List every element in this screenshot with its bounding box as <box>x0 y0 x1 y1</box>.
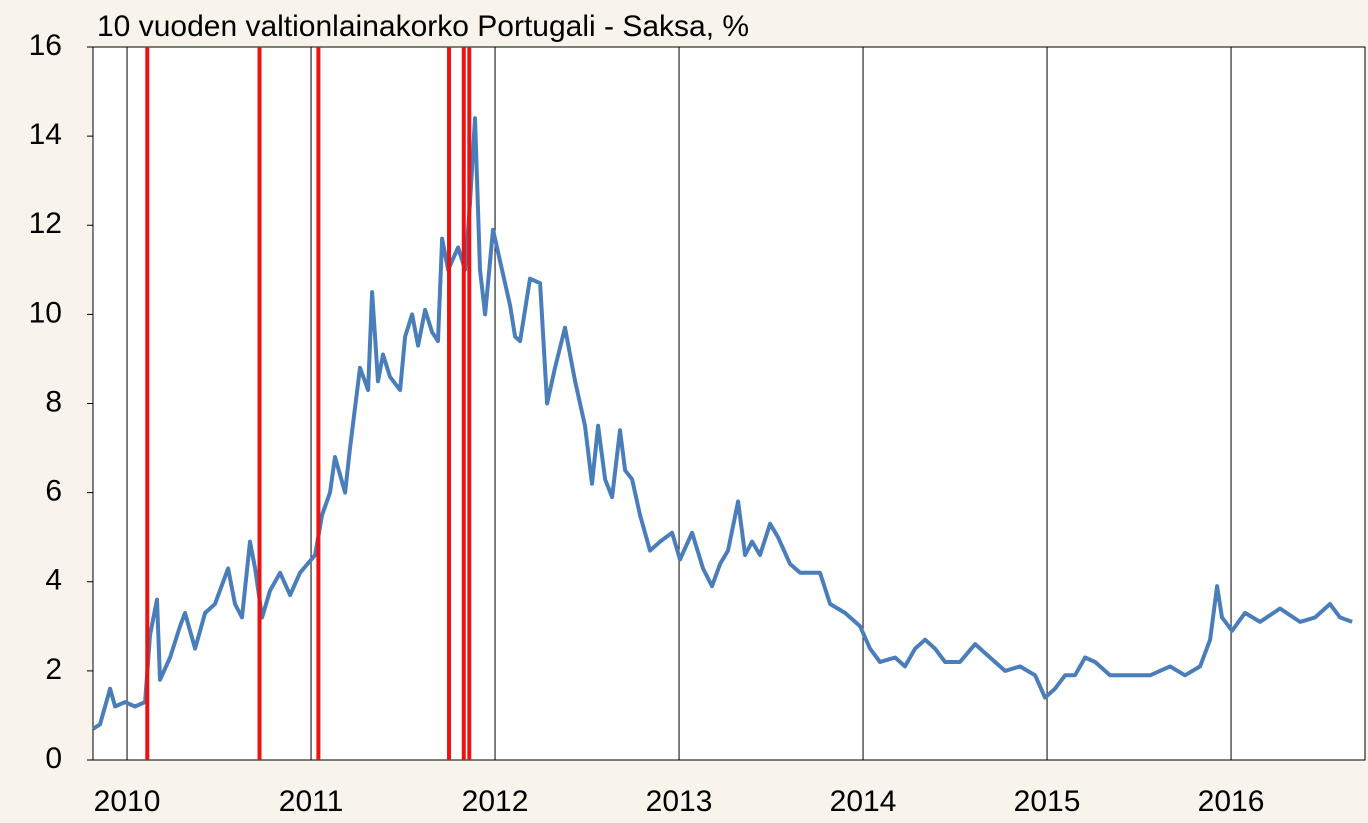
y-tick-label: 6 <box>45 475 62 508</box>
x-tick-label: 2016 <box>1198 785 1265 818</box>
x-tick-label: 2014 <box>830 785 897 818</box>
x-tick-label: 2012 <box>462 785 529 818</box>
data-line <box>91 116 1353 731</box>
chart-title: 10 vuoden valtionlainakorko Portugali - … <box>97 10 749 43</box>
y-tick-label: 8 <box>45 385 62 418</box>
y-tick-label: 14 <box>29 118 62 151</box>
y-tick-label: 4 <box>45 564 62 597</box>
y-tick-label: 12 <box>29 207 62 240</box>
y-tick-label: 0 <box>45 742 62 775</box>
x-tick-label: 2013 <box>646 785 713 818</box>
y-tick-label: 2 <box>45 653 62 686</box>
x-tick-label: 2010 <box>94 785 161 818</box>
plot-area <box>93 47 1365 760</box>
x-tick-label: 2011 <box>279 785 344 818</box>
plot-border <box>92 46 1366 761</box>
y-tick-label: 16 <box>29 29 62 62</box>
x-tick-label: 2015 <box>1014 785 1081 818</box>
y-tick-label: 10 <box>29 296 62 329</box>
